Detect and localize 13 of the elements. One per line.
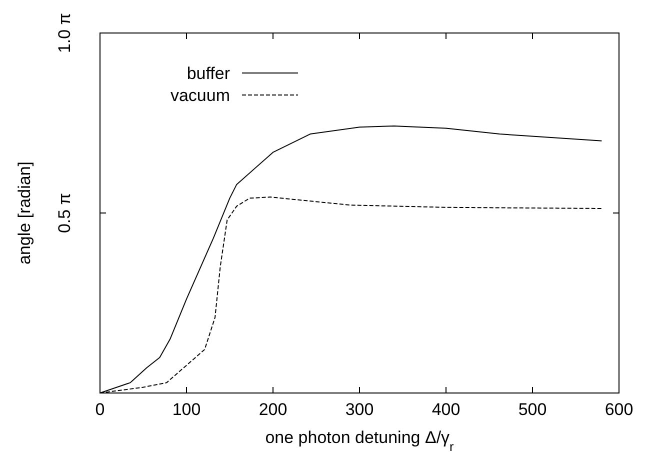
x-tick-label: 300	[345, 400, 374, 419]
y-axis-title: angle [radian]	[15, 161, 34, 265]
x-tick-label: 400	[432, 400, 460, 419]
x-tick-label: 600	[604, 400, 634, 419]
y-tick-label: 1.0 π	[55, 12, 74, 54]
x-tick-label: 500	[518, 400, 547, 419]
x-axis-title: one photon detuning Δ/γ$_{r}$	[265, 428, 455, 454]
legend-label: buffer	[186, 64, 230, 83]
x-tick-label: 200	[258, 400, 288, 419]
x-tick-label: 100	[172, 400, 201, 419]
legend-label: vacuum	[170, 86, 230, 105]
x-tick-label: 0	[95, 400, 105, 419]
y-tick-label: 0.5 π	[55, 192, 74, 234]
